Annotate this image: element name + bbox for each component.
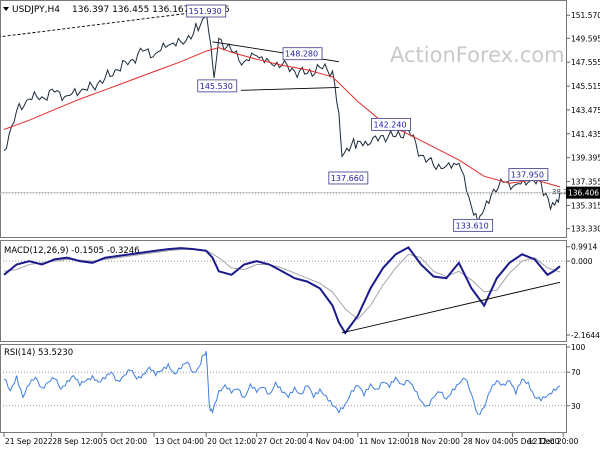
x-axis-tick-label: 28 Nov 04:00 bbox=[463, 437, 514, 446]
symbol-label: USDJPY,H4 bbox=[12, 5, 60, 15]
current-price-label: 136.406 bbox=[568, 189, 599, 198]
price-annotation-box bbox=[197, 79, 238, 93]
price-axis-tick-label: 133.330 bbox=[571, 225, 600, 234]
price-annotation-box bbox=[186, 4, 227, 18]
x-axis-tick-label: 27 Oct 20:00 bbox=[258, 437, 307, 446]
price-panel bbox=[0, 0, 567, 238]
macd-axis-tick-label: 0.9914 bbox=[571, 243, 597, 252]
x-axis-tick-label: 11 Nov 12:00 bbox=[359, 437, 410, 446]
macd-axis-tick-label: 0.000 bbox=[571, 257, 593, 266]
price-annotation-label: 151.930 bbox=[189, 7, 222, 16]
price-annotation-box bbox=[508, 168, 549, 181]
x-axis-tick-label: 21 Sep 2022 bbox=[5, 437, 53, 446]
price-annotation-box bbox=[371, 117, 411, 131]
dropdown-triangle-icon[interactable] bbox=[3, 7, 9, 11]
x-axis-tick-label: 18 Nov 20:00 bbox=[409, 437, 460, 446]
watermark: ActionForex.com bbox=[390, 43, 565, 67]
price-axis-tick-label: 145.515 bbox=[571, 82, 600, 91]
rsi-axis-tick-label: 100 bbox=[571, 343, 586, 352]
x-axis-tick-label: 5 Oct 20:00 bbox=[103, 437, 147, 446]
price-axis-tick-label: 143.475 bbox=[571, 106, 600, 115]
rsi-series-line bbox=[3, 351, 561, 415]
rsi-panel bbox=[0, 344, 567, 433]
x-axis-tick-label: 12 Dec 20:00 bbox=[528, 437, 579, 446]
price-axis-tick-label: 139.395 bbox=[571, 154, 600, 163]
macd-title: MACD(12,26,9) -0.1505 -0.3246 bbox=[4, 246, 140, 256]
macd-panel bbox=[0, 240, 567, 342]
price-trend-line bbox=[0, 10, 207, 38]
sma-series-line bbox=[3, 47, 561, 188]
price-annotation-label: 145.530 bbox=[200, 82, 233, 91]
price-annotation-label: 133.610 bbox=[456, 221, 489, 230]
price-annotation-label: 142.240 bbox=[373, 120, 406, 129]
price-annotation-label: 137.950 bbox=[511, 171, 544, 180]
price-annotation-box bbox=[328, 171, 369, 185]
price-axis-tick-label: 149.595 bbox=[571, 34, 600, 43]
macd-axis-tick-label: -2.1644 bbox=[571, 331, 600, 340]
price-axis-tick-label: 151.570 bbox=[571, 11, 600, 20]
x-axis-tick-label: 20 Oct 12:00 bbox=[207, 437, 256, 446]
price-axis-tick-label: 141.435 bbox=[571, 130, 600, 139]
price-series-line bbox=[3, 11, 561, 224]
current-price-box bbox=[566, 186, 600, 199]
ohlc-values: 136.397 136.455 136.167 136.406 bbox=[72, 5, 230, 15]
fib-level-label: 38.2 bbox=[552, 188, 568, 196]
price-annotation-label: 148.280 bbox=[285, 50, 318, 59]
x-axis-tick-label: 28 Sep 12:00 bbox=[52, 437, 102, 446]
rsi-title: RSI(14) 53.5230 bbox=[4, 348, 73, 358]
price-axis-tick-label: 147.555 bbox=[571, 58, 600, 67]
price-axis-tick-label: 137.355 bbox=[571, 178, 600, 187]
rsi-axis-tick-label: 70 bbox=[571, 368, 581, 377]
macd-trend-line bbox=[341, 281, 561, 334]
x-axis-tick-label: 4 Nov 04:00 bbox=[308, 437, 354, 446]
price-annotation-label: 137.660 bbox=[331, 174, 364, 183]
price-annotation-box bbox=[282, 47, 323, 61]
macd-main-line bbox=[3, 246, 561, 335]
price-axis-tick-label: 135.315 bbox=[571, 201, 600, 210]
price-trend-line bbox=[240, 86, 339, 91]
price-annotation-box bbox=[453, 218, 494, 232]
rsi-axis-tick-label: 30 bbox=[571, 402, 581, 411]
x-axis-tick-label: 5 Dec 12:00 bbox=[514, 437, 560, 446]
x-axis-tick-label: 13 Oct 04:00 bbox=[155, 437, 204, 446]
